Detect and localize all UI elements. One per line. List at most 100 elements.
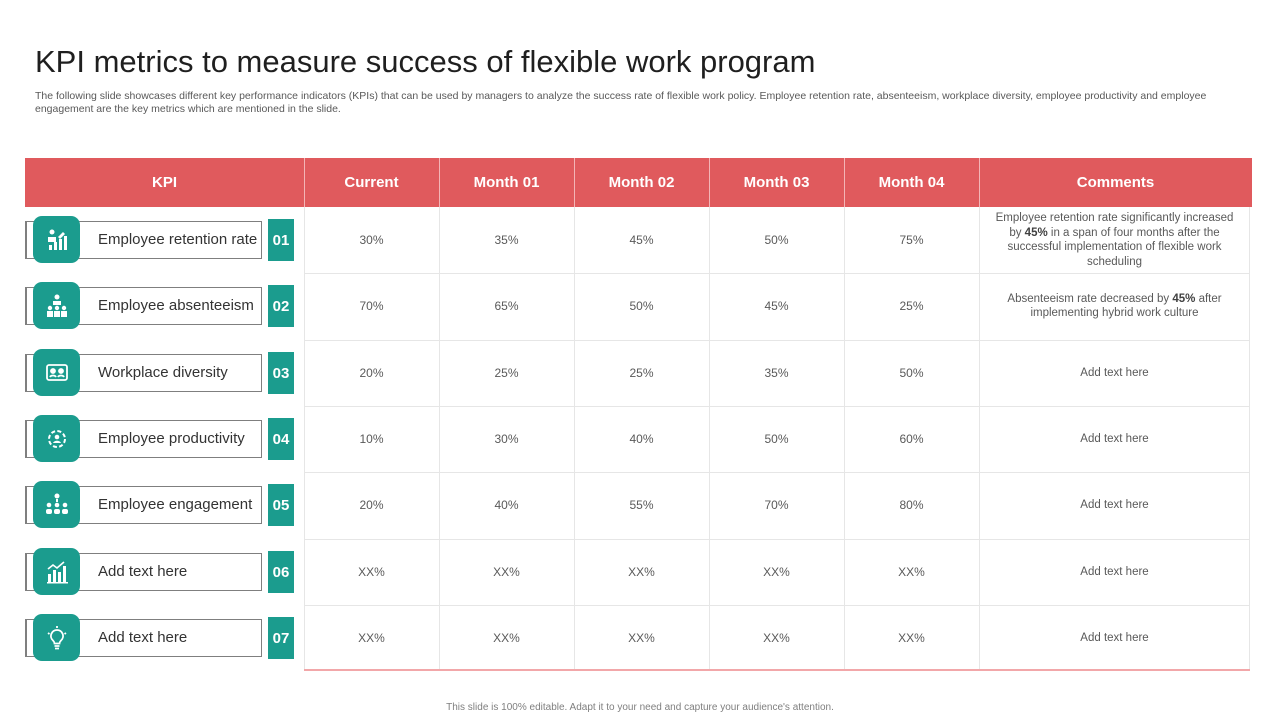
header-month-02: Month 02 (608, 174, 675, 191)
comment-text: Absenteeism rate decreased by 45% after … (989, 292, 1240, 321)
value-cell-current: 70% (359, 299, 384, 313)
grid-line-vertical (709, 207, 710, 671)
comment-text: Add text here (1080, 631, 1148, 646)
table-bottom-border (304, 669, 1250, 671)
header-divider (304, 158, 305, 207)
grid-line-horizontal (304, 406, 1250, 407)
value-cell-m4: 50% (899, 366, 924, 380)
kpi-number-badge: 06 (268, 551, 294, 593)
header-month-04: Month 04 (878, 174, 945, 191)
grid-line-vertical (844, 207, 845, 671)
comment-text: Add text here (1080, 366, 1148, 381)
kpi-number-badge: 04 (268, 418, 294, 460)
grid-line-vertical (1249, 207, 1250, 671)
value-cell-m2: 55% (629, 498, 654, 512)
kpi-label: Employee engagement (98, 496, 253, 513)
value-cell-current: 20% (359, 366, 384, 380)
value-cell-m3: XX% (763, 565, 790, 579)
kpi-icon-tile (33, 282, 80, 329)
comment-highlight: 45% (1024, 226, 1048, 239)
value-cell-m2: 25% (629, 366, 654, 380)
comment-cell: Add text here (979, 472, 1250, 538)
network-people-icon (44, 492, 70, 518)
value-cell-m2: XX% (628, 631, 655, 645)
grid-line-horizontal (304, 539, 1250, 540)
comment-text: Employee retention rate significantly in… (989, 211, 1240, 269)
kpi-number-badge: 07 (268, 617, 294, 659)
comment-cell: Add text here (979, 605, 1250, 671)
value-cell-m2: 50% (629, 299, 654, 313)
comment-text-part: Add text here (1080, 498, 1149, 511)
header-month-03: Month 03 (743, 174, 810, 191)
value-cell-m4: 80% (899, 498, 924, 512)
value-cell-m1: 40% (494, 498, 519, 512)
value-cell-m3: XX% (763, 631, 790, 645)
grid-line-vertical (439, 207, 440, 671)
value-cell-current: XX% (358, 631, 385, 645)
value-cell-m3: 45% (764, 299, 789, 313)
value-cell-m3: 70% (764, 498, 789, 512)
comment-cell: Employee retention rate significantly in… (979, 207, 1250, 273)
value-cell-current: 10% (359, 432, 384, 446)
kpi-label: Employee retention rate (98, 231, 258, 248)
kpi-number-badge: 05 (268, 484, 294, 526)
comment-text-part: Add text here (1080, 565, 1149, 578)
value-cell-m1: XX% (493, 565, 520, 579)
value-cell-m1: 35% (494, 233, 519, 247)
value-cell-m4: 25% (899, 299, 924, 313)
bar-chart-icon (44, 559, 70, 585)
value-cell-m4: XX% (898, 565, 925, 579)
header-month-01: Month 01 (473, 174, 540, 191)
kpi-number-badge: 03 (268, 352, 294, 394)
value-cell-m1: 30% (494, 432, 519, 446)
kpi-label: Add text here (98, 629, 188, 646)
kpi-label: Workplace diversity (98, 364, 228, 381)
value-cell-m1: 65% (494, 299, 519, 313)
header-divider (574, 158, 575, 207)
value-cell-m4: 75% (899, 233, 924, 247)
value-cell-m4: XX% (898, 631, 925, 645)
kpi-number-badge: 01 (268, 219, 294, 261)
comment-cell: Absenteeism rate decreased by 45% after … (979, 273, 1250, 339)
value-cell-m3: 35% (764, 366, 789, 380)
comment-cell: Add text here (979, 539, 1250, 605)
team-hierarchy-icon (44, 293, 70, 319)
lightbulb-icon (44, 625, 70, 651)
grid-line-horizontal (304, 273, 1250, 274)
comment-cell: Add text here (979, 340, 1250, 406)
kpi-icon-tile (33, 614, 80, 661)
kpi-label: Employee absenteeism (98, 297, 254, 314)
kpi-label: Employee productivity (98, 430, 245, 447)
table-header (25, 158, 1252, 207)
value-cell-m3: 50% (764, 432, 789, 446)
value-cell-m1: XX% (493, 631, 520, 645)
grid-line-vertical (979, 207, 980, 671)
header-kpi: KPI (151, 174, 177, 191)
comment-cell: Add text here (979, 406, 1250, 472)
value-cell-m3: 50% (764, 233, 789, 247)
value-cell-current: 20% (359, 498, 384, 512)
header-current: Current (344, 174, 399, 191)
kpi-label: Add text here (98, 563, 188, 580)
gear-people-icon (44, 426, 70, 452)
header-divider (844, 158, 845, 207)
comment-text-part: Employee retention rate significantly in… (995, 212, 1234, 239)
value-cell-m2: XX% (628, 565, 655, 579)
page-subtitle: The following slide showcases different … (35, 90, 1207, 115)
grid-line-vertical (574, 207, 575, 671)
value-cell-m4: 60% (899, 432, 924, 446)
value-cell-current: 30% (359, 233, 384, 247)
grid-line-horizontal (304, 472, 1250, 473)
comment-text: Add text here (1080, 498, 1148, 513)
comment-text-part: in a span of four months after the succe… (1007, 226, 1222, 268)
growth-chart-icon (44, 227, 70, 253)
comment-highlight: 45% (1172, 292, 1196, 305)
grid-line-horizontal (304, 340, 1250, 341)
grid-line-vertical (304, 207, 305, 671)
value-cell-m2: 45% (629, 233, 654, 247)
video-meeting-icon (44, 360, 70, 386)
page-title: KPI metrics to measure success of flexib… (35, 44, 816, 79)
value-cell-m2: 40% (629, 432, 654, 446)
footer-note: This slide is 100% editable. Adapt it to… (446, 702, 834, 713)
header-divider (979, 158, 980, 207)
